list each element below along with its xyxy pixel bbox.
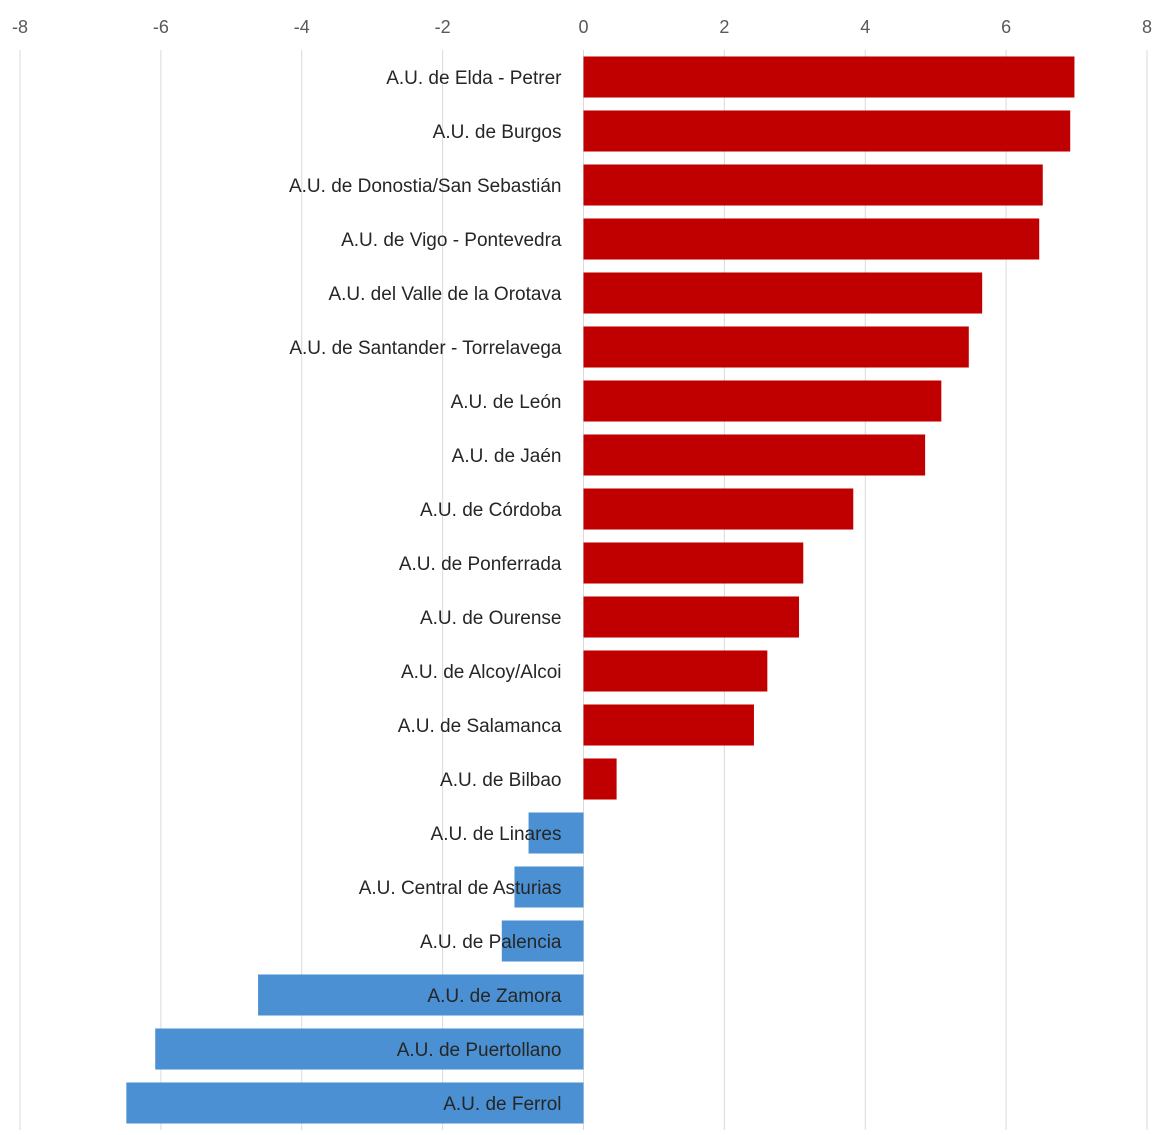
bar [583, 380, 942, 422]
category-label: A.U. de Jaén [452, 446, 562, 467]
bar [126, 1082, 584, 1124]
bar [528, 812, 584, 854]
category-label: A.U. de Bilbao [440, 770, 561, 791]
x-tick-label: -4 [294, 17, 310, 37]
bar [583, 110, 1071, 152]
x-tick-label: -6 [153, 17, 169, 37]
bar [583, 434, 926, 476]
category-label: A.U. de Ferrol [443, 1094, 561, 1115]
bar [258, 974, 584, 1016]
x-tick-label: 4 [860, 17, 870, 37]
bar [583, 218, 1040, 260]
category-label: A.U. de Palencia [420, 932, 562, 953]
x-tick-label: 0 [578, 17, 588, 37]
category-label: A.U. Central de Asturias [359, 878, 562, 899]
x-tick-label: -2 [435, 17, 451, 37]
grid-lines [19, 50, 1148, 1130]
category-label: A.U. de León [451, 392, 562, 413]
x-tick-label: 8 [1142, 17, 1152, 37]
bar [583, 542, 804, 584]
category-label: A.U. del Valle de la Orotava [328, 284, 561, 305]
bar [583, 272, 983, 314]
bar [583, 488, 854, 530]
bars [126, 56, 1075, 1124]
bar [583, 596, 800, 638]
category-label: A.U. de Elda - Petrer [386, 68, 562, 89]
bar [583, 56, 1075, 98]
bar [583, 326, 969, 368]
category-label: A.U. de Burgos [433, 122, 562, 143]
x-tick-label: 2 [719, 17, 729, 37]
bar [583, 704, 754, 746]
category-labels: A.U. de Elda - Petrer A.U. de Burgos A.U. … [289, 68, 562, 1115]
bar [501, 920, 584, 962]
category-label: A.U. de Zamora [427, 986, 562, 1007]
x-tick-label: -8 [12, 17, 28, 37]
bar [583, 164, 1043, 206]
category-label: A.U. de Córdoba [420, 500, 562, 521]
bar [155, 1028, 584, 1070]
category-label: A.U. de Salamanca [398, 716, 562, 737]
x-axis-ticks: -8 -6 -4 -2 0 2 4 6 8 [12, 17, 1152, 37]
bar [514, 866, 584, 908]
x-tick-label: 6 [1001, 17, 1011, 37]
bar [583, 758, 617, 800]
category-label: A.U. de Santander - Torrelavega [289, 338, 562, 359]
category-label: A.U. de Vigo - Pontevedra [341, 230, 562, 251]
category-label: A.U. de Puertollano [397, 1040, 562, 1061]
category-label: A.U. de Alcoy/Alcoi [401, 662, 562, 683]
category-label: A.U. de Ponferrada [399, 554, 562, 575]
category-label: A.U. de Ourense [420, 608, 562, 629]
category-label: A.U. de Donostia/San Sebastián [289, 176, 562, 197]
category-label: A.U. de Linares [431, 824, 562, 845]
bar [583, 650, 768, 692]
